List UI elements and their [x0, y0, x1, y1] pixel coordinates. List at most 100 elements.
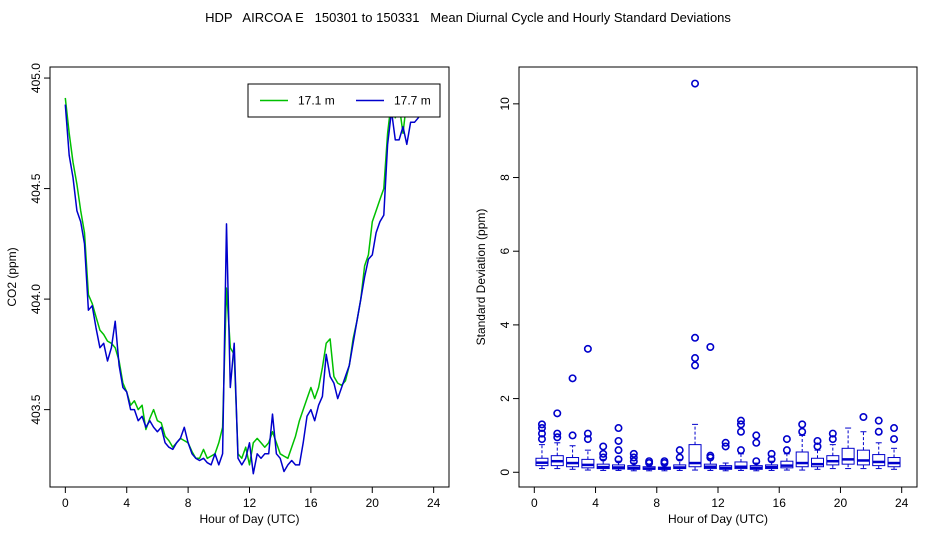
- box-body: [811, 457, 824, 468]
- right-ytick-label: 8: [498, 174, 512, 181]
- box-outlier: [767, 455, 776, 464]
- box-outlier: [752, 431, 761, 440]
- box-body: [734, 461, 748, 470]
- box-body: [872, 454, 886, 467]
- left-xtick-label: 24: [427, 496, 441, 510]
- series-line-blue: [64, 93, 431, 475]
- box: [535, 420, 549, 470]
- box-outlier: [599, 442, 608, 451]
- box: [688, 79, 702, 471]
- box-outlier: [721, 442, 730, 451]
- box: [811, 436, 824, 470]
- box-outlier: [675, 446, 684, 455]
- box: [887, 424, 901, 470]
- right-xtick-label: 12: [711, 496, 725, 510]
- box: [550, 409, 564, 470]
- left-ytick-label: 404.0: [29, 284, 43, 314]
- box-outlier: [798, 427, 807, 436]
- box: [795, 420, 809, 471]
- box-outlier: [736, 446, 745, 455]
- left-y-axis-label: CO2 (ppm): [5, 247, 19, 306]
- box-outlier: [706, 342, 715, 351]
- box: [872, 416, 886, 470]
- box-body: [688, 444, 702, 468]
- box-outlier: [828, 435, 837, 444]
- box-outlier: [568, 374, 577, 383]
- box-outlier: [645, 457, 654, 466]
- box-outlier: [583, 435, 592, 444]
- box-outlier: [721, 438, 730, 447]
- box: [596, 442, 610, 471]
- box-outlier: [629, 449, 638, 458]
- left-panel-mean-diurnal-cycle: 0 4 8 12 16 20 24 403.5 404.0 404.5 405.0 Hour of D…: [5, 63, 450, 526]
- box-outlier: [736, 420, 745, 429]
- box-body: [795, 451, 809, 468]
- box-outlier: [553, 433, 562, 442]
- box-outlier: [767, 449, 776, 458]
- left-xtick-label: 20: [366, 496, 380, 510]
- box-outlier: [537, 429, 546, 438]
- box-body: [856, 449, 870, 466]
- box-outlier: [691, 333, 700, 342]
- box-outlier: [782, 435, 791, 444]
- right-x-axis-label: Hour of Day (UTC): [668, 512, 768, 526]
- box-outlier: [629, 453, 638, 462]
- box: [581, 344, 595, 471]
- box: [612, 424, 625, 471]
- right-xtick-label: 16: [773, 496, 787, 510]
- left-ytick-label: 404.5: [29, 173, 43, 203]
- box-outlier: [691, 354, 700, 363]
- box-outlier: [752, 438, 761, 447]
- left-xtick-label: 4: [123, 496, 130, 510]
- box: [749, 431, 763, 472]
- box-outlier: [828, 429, 837, 438]
- box-outlier: [614, 424, 623, 433]
- right-ytick-label: 2: [498, 395, 512, 402]
- box: [673, 446, 687, 471]
- box-outlier: [599, 449, 608, 458]
- box-outlier: [752, 457, 761, 466]
- box: [780, 435, 794, 471]
- box: [719, 438, 733, 472]
- box: [765, 449, 779, 471]
- box-outlier: [859, 412, 868, 421]
- box-outlier: [813, 442, 822, 451]
- right-plot-frame: [518, 66, 918, 488]
- box-outlier: [553, 429, 562, 438]
- box: [627, 449, 641, 472]
- left-xtick-label: 8: [185, 496, 192, 510]
- box-outlier: [736, 416, 745, 425]
- right-xtick-label: 20: [834, 496, 848, 510]
- box: [841, 427, 855, 470]
- box-body: [581, 458, 595, 469]
- left-ytick-label: 403.5: [29, 394, 43, 424]
- box: [856, 412, 870, 470]
- right-xtick-label: 8: [653, 496, 660, 510]
- series-lines: [64, 88, 431, 475]
- right-y-axis-label: Standard Deviation (ppm): [474, 209, 488, 346]
- right-ytick-label: 6: [498, 248, 512, 255]
- box: [642, 457, 656, 472]
- chart-title: HDP AIRCOA E 150301 to 150331 Mean Diurn…: [205, 10, 731, 25]
- box-outlier: [691, 361, 700, 370]
- right-xtick-label: 4: [592, 496, 599, 510]
- right-xtick-label: 24: [895, 496, 909, 510]
- legend-label: 17.1 m: [298, 94, 335, 108]
- box-outlier: [568, 431, 577, 440]
- box-outlier: [553, 409, 562, 418]
- box: [826, 429, 840, 470]
- box-outlier: [537, 424, 546, 433]
- right-ytick-label: 0: [498, 469, 512, 476]
- left-x-axis-label: Hour of Day (UTC): [199, 512, 299, 526]
- left-xtick-label: 16: [304, 496, 318, 510]
- series-line-green: [64, 88, 431, 466]
- box-outlier: [537, 435, 546, 444]
- box: [657, 457, 671, 472]
- box-outlier: [874, 427, 883, 436]
- box: [734, 416, 748, 471]
- left-xtick-label: 12: [243, 496, 257, 510]
- box-outlier: [583, 344, 592, 353]
- box-outlier: [629, 457, 638, 466]
